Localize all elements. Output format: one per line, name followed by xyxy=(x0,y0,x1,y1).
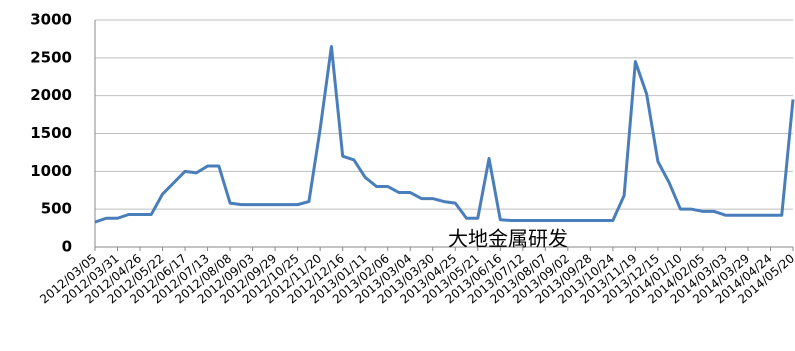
y-tick-label: 1500 xyxy=(30,124,72,142)
y-tick-label: 500 xyxy=(41,200,72,218)
y-tick-label: 2500 xyxy=(30,48,72,66)
data-line xyxy=(94,44,795,224)
y-tick-label: 1000 xyxy=(30,162,72,180)
watermark: 大地金属研发 xyxy=(448,227,568,251)
y-tick-label: 2000 xyxy=(30,86,72,104)
y-tick-label: 0 xyxy=(62,238,72,256)
y-tick-label: 3000 xyxy=(30,11,72,29)
